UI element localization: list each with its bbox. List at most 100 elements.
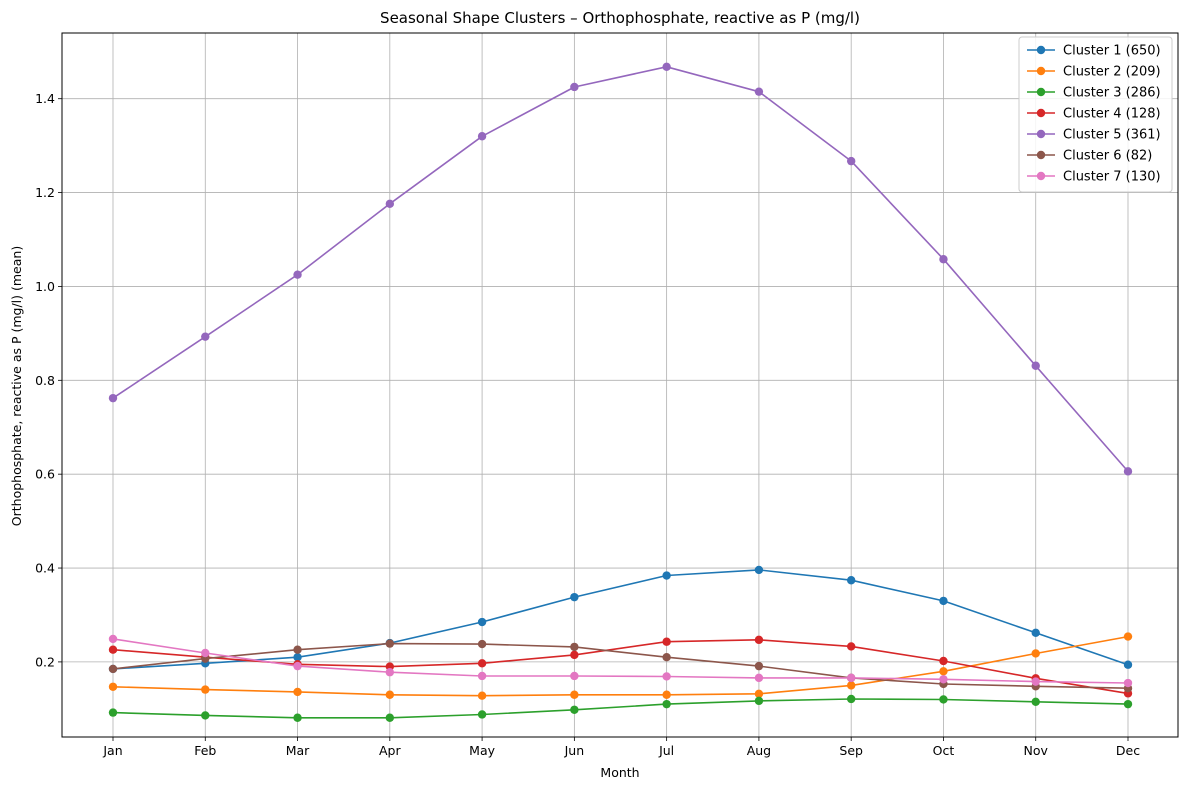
data-point: [293, 661, 302, 671]
data-point: [385, 690, 395, 699]
x-tick-label: May: [469, 743, 495, 758]
data-point: [1123, 699, 1133, 709]
series-line: [112, 638, 1129, 684]
legend-box: [1018, 36, 1173, 193]
data-point: [477, 710, 487, 719]
legend: Cluster 1 (650) Cluster 2 (209) Cluster 3 …: [1018, 36, 1173, 193]
y-tick-label: 1.4: [35, 91, 55, 106]
series-4: [108, 635, 1133, 698]
data-point: [846, 642, 856, 651]
data-point: [1031, 649, 1040, 658]
series-line: [112, 569, 1129, 670]
data-point: [201, 648, 210, 658]
data-point: [754, 689, 764, 699]
data-point: [477, 691, 487, 700]
plot-frame: [61, 32, 1179, 738]
y-axis: 0.2 0.4 0.6 0.8 1.0 1.2 1.4: [35, 91, 62, 669]
data-point: [1123, 660, 1133, 669]
legend-label: Cluster 6 (82): [1063, 149, 1152, 164]
data-point: [570, 592, 579, 602]
x-tick-label: Jun: [564, 743, 585, 758]
data-point: [293, 645, 302, 654]
data-point: [662, 699, 671, 709]
series-1: [108, 565, 1133, 674]
legend-label: Cluster 4 (128): [1063, 107, 1161, 122]
legend-marker: [1036, 171, 1046, 181]
series-line: [112, 698, 1129, 719]
data-point: [846, 576, 856, 585]
data-point: [939, 667, 948, 676]
data-point: [1031, 361, 1040, 370]
y-tick-label: 1.2: [35, 185, 55, 200]
data-point: [939, 596, 948, 606]
data-point: [846, 681, 856, 690]
data-point: [1123, 632, 1133, 641]
data-point: [846, 673, 856, 683]
data-point: [477, 671, 487, 681]
legend-label: Cluster 2 (209): [1063, 65, 1161, 80]
legend-label: Cluster 3 (286): [1063, 86, 1161, 101]
y-tick-label: 0.6: [35, 467, 55, 482]
series-3: [108, 694, 1133, 722]
x-tick-label: Nov: [1024, 743, 1049, 758]
legend-marker: [1036, 45, 1046, 55]
data-point: [385, 668, 395, 677]
series-line: [112, 66, 1129, 472]
data-point: [1031, 628, 1040, 638]
series-7: [108, 634, 1133, 688]
legend-label: Cluster 5 (361): [1063, 128, 1161, 143]
x-tick-label: Oct: [933, 743, 955, 758]
data-point: [108, 682, 118, 691]
x-tick-label: Mar: [286, 743, 310, 758]
data-point: [939, 255, 948, 264]
series-6: [108, 639, 1133, 693]
legend-item: Cluster 5 (361): [1027, 128, 1161, 143]
data-point: [201, 711, 210, 720]
legend-marker: [1036, 87, 1046, 97]
series-line: [112, 635, 1129, 697]
data-point: [939, 675, 948, 684]
chart-title: Seasonal Shape Clusters – Orthophosphate…: [380, 9, 860, 27]
data-point: [662, 571, 671, 580]
data-point: [293, 713, 302, 722]
grid: [62, 33, 1178, 737]
legend-item: Cluster 3 (286): [1027, 86, 1161, 101]
series-5: [108, 62, 1133, 476]
data-point: [108, 393, 118, 403]
data-point: [662, 690, 671, 699]
data-point: [293, 270, 302, 279]
data-point: [108, 664, 118, 674]
data-point: [1123, 678, 1133, 688]
data-point: [570, 705, 579, 714]
data-point: [662, 62, 671, 71]
data-point: [201, 685, 210, 694]
data-point: [570, 671, 579, 681]
data-point: [846, 694, 856, 704]
x-tick-label: Sep: [839, 743, 863, 758]
data-point: [662, 653, 671, 662]
data-point: [754, 696, 764, 706]
legend-label: Cluster 7 (130): [1063, 170, 1161, 185]
data-point: [477, 639, 487, 649]
data-point: [1031, 677, 1040, 686]
data-point: [385, 199, 395, 209]
x-axis: Jan Feb Mar Apr May Jun Jul Aug Sep Oct Nov Dec: [102, 737, 1140, 758]
legend-item: Cluster 1 (650): [1027, 44, 1161, 59]
data-point: [570, 642, 579, 652]
legend-item: Cluster 2 (209): [1027, 65, 1161, 80]
data-point: [754, 673, 764, 683]
data-point: [939, 695, 948, 704]
legend-item: Cluster 7 (130): [1027, 170, 1161, 185]
legend-item: Cluster 4 (128): [1027, 107, 1161, 122]
data-point: [570, 82, 579, 92]
data-point: [570, 650, 579, 660]
series-group: [108, 62, 1133, 722]
legend-label: Cluster 1 (650): [1063, 44, 1161, 59]
data-point: [1031, 697, 1040, 706]
data-point: [293, 687, 302, 697]
x-tick-label: Jan: [102, 743, 122, 758]
data-point: [754, 87, 764, 96]
data-point: [570, 690, 579, 699]
data-point: [754, 661, 764, 671]
